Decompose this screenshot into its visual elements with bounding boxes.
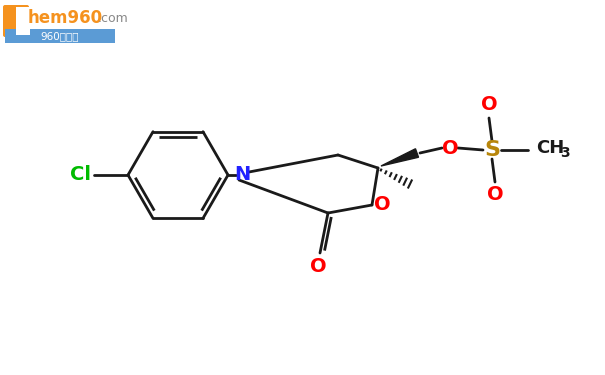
Text: O: O — [486, 186, 503, 204]
Text: 3: 3 — [560, 146, 570, 160]
Text: O: O — [310, 256, 326, 276]
Text: O: O — [481, 96, 497, 114]
Text: O: O — [442, 138, 459, 158]
Text: 960化工网: 960化工网 — [41, 31, 79, 41]
Text: N: N — [234, 165, 250, 184]
Polygon shape — [381, 149, 419, 166]
Text: S: S — [484, 140, 500, 160]
Text: CH: CH — [536, 139, 564, 157]
Text: .com: .com — [98, 12, 129, 24]
FancyBboxPatch shape — [3, 5, 29, 37]
Bar — [5, 29, 115, 43]
Text: Cl: Cl — [70, 165, 91, 184]
Text: hem960: hem960 — [28, 9, 103, 27]
Text: O: O — [374, 195, 390, 214]
Bar — [16, 7, 30, 35]
